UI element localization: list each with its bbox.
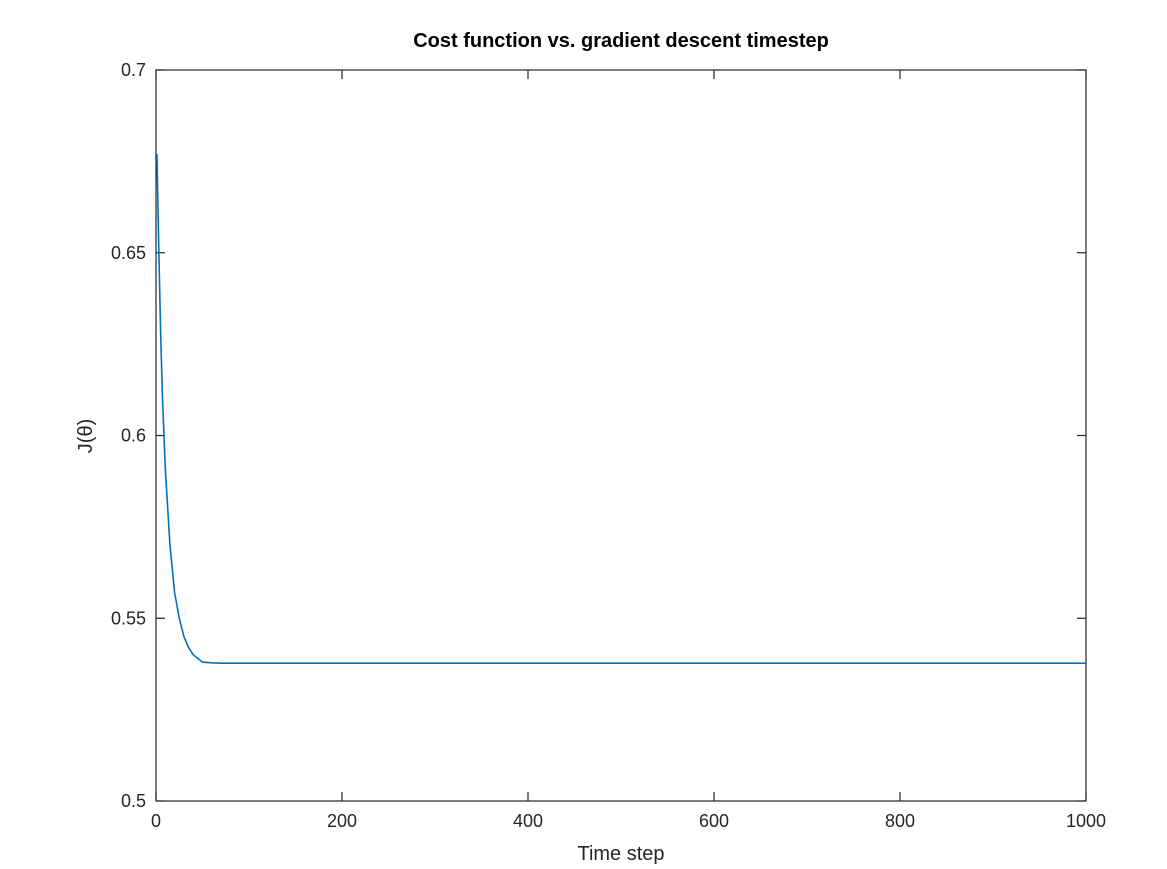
y-tick-label: 0.5: [121, 791, 146, 811]
chart-title: Cost function vs. gradient descent times…: [413, 30, 829, 52]
x-axis-label: Time step: [577, 843, 664, 865]
x-tick-label: 0: [151, 811, 161, 831]
y-tick-label: 0.65: [111, 243, 146, 263]
x-tick-label: 200: [327, 811, 357, 831]
axes-box: [155, 69, 1087, 802]
x-tick-label: 600: [699, 811, 729, 831]
x-axis: 0 200 400 600 800 1000: [151, 70, 1106, 831]
y-tick-label: 0.55: [111, 608, 146, 628]
series-layer: [156, 154, 1086, 665]
y-axis: 0.5 0.55 0.6 0.65 0.7: [111, 60, 1086, 811]
y-axis-label: J(θ): [75, 419, 97, 453]
plot-area: [155, 69, 1087, 802]
series-line-0: [156, 154, 1086, 665]
y-tick-label: 0.7: [121, 60, 146, 80]
y-tick-label: 0.6: [121, 426, 146, 446]
x-tick-label: 400: [513, 811, 543, 831]
x-tick-label: 800: [885, 811, 915, 831]
x-tick-label: 1000: [1066, 811, 1106, 831]
